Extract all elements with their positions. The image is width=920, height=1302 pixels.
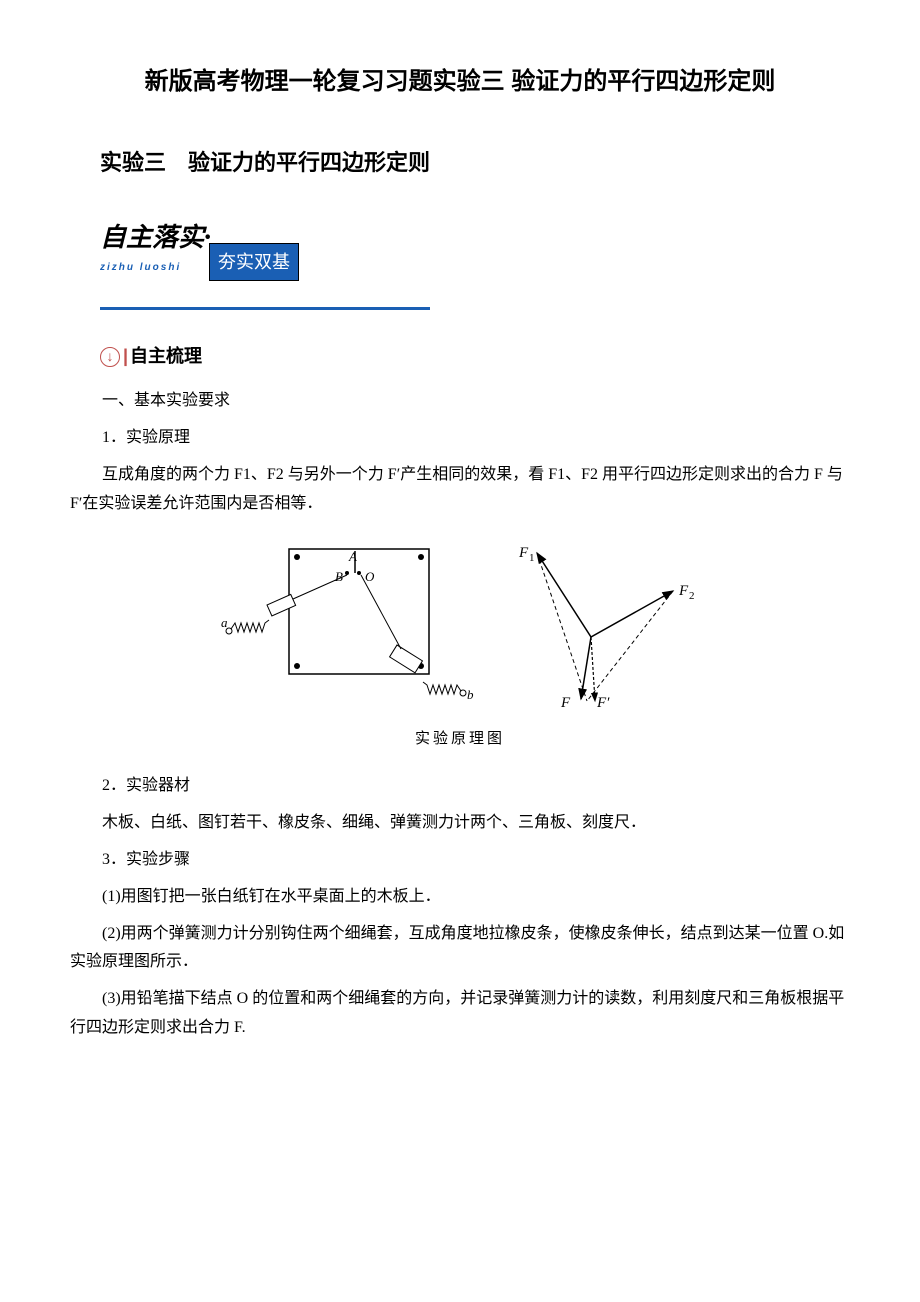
banner: 自主落实· zizhu luoshi 夯实双基 — [100, 213, 850, 281]
svg-text:A: A — [348, 549, 357, 564]
svg-text:F′: F′ — [596, 695, 610, 709]
force-parallelogram-icon: F 1 F 2 F F′ — [491, 539, 701, 709]
p1-label: 1．实验原理 — [70, 424, 850, 453]
step-1: (1)用图钉把一张白纸钉在水平桌面上的木板上． — [70, 883, 850, 912]
step-3: (3)用铅笔描下结点 O 的位置和两个细绳套的方向，并记录弹簧测力计的读数，利用… — [70, 985, 850, 1043]
p3-label: 3．实验步骤 — [70, 846, 850, 875]
subheading-text: 自主梳理 — [130, 346, 202, 366]
step-2: (2)用两个弹簧测力计分别钩住两个细绳套，互成角度地拉橡皮条，使橡皮条伸长，结点… — [70, 920, 850, 978]
banner-main-text: 自主落实 — [100, 223, 204, 252]
svg-text:F: F — [560, 695, 571, 709]
p2-body: 木板、白纸、图钉若干、橡皮条、细绳、弹簧测力计两个、三角板、刻度尺． — [70, 809, 850, 838]
page-title: 新版高考物理一轮复习习题实验三 验证力的平行四边形定则 — [70, 60, 850, 103]
banner-pinyin: zizhu luoshi — [100, 259, 211, 277]
banner-underline — [100, 307, 430, 310]
svg-text:b: b — [467, 687, 474, 702]
experiment-setup-diagram: A B O a b — [219, 539, 479, 709]
svg-text:B: B — [335, 569, 343, 584]
figure-caption: 实验原理图 — [70, 725, 850, 752]
svg-text:1: 1 — [529, 552, 535, 564]
svg-text:2: 2 — [689, 590, 695, 602]
down-arrow-icon: ↓ — [100, 347, 120, 367]
heading-1: 一、基本实验要求 — [70, 387, 850, 416]
p1-body: 互成角度的两个力 F1、F2 与另外一个力 F′产生相同的效果，看 F1、F2 … — [70, 461, 850, 519]
svg-text:a: a — [221, 615, 228, 630]
subheading: ↓|自主梳理 — [100, 340, 850, 372]
bar-icon: | — [123, 346, 128, 366]
banner-main: 自主落实· zizhu luoshi — [100, 213, 211, 279]
svg-text:F: F — [518, 545, 529, 561]
p2-label: 2．实验器材 — [70, 772, 850, 801]
section-heading: 实验三 验证力的平行四边形定则 — [100, 143, 850, 183]
banner-sub: 夯实双基 — [209, 243, 299, 281]
figure: A B O a b — [70, 539, 850, 753]
svg-text:O: O — [365, 569, 375, 584]
svg-text:F: F — [678, 583, 689, 599]
banner-dot: · — [204, 222, 211, 253]
